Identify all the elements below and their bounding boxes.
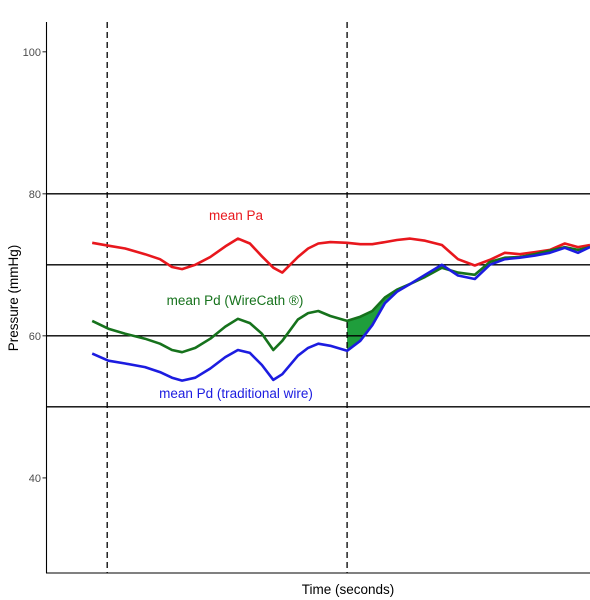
axes: 40 60 80 100 bbox=[23, 22, 590, 574]
y-tick-label: 60 bbox=[29, 331, 41, 343]
series-lines bbox=[91, 237, 590, 382]
y-tick-label: 40 bbox=[29, 473, 41, 485]
series-label-mean-pd-wirecath: mean Pd (WireCath ®) bbox=[167, 293, 304, 308]
shaded-region-layer bbox=[347, 284, 411, 351]
y-tick-label: 80 bbox=[29, 189, 41, 201]
shaded-difference-area bbox=[347, 284, 411, 351]
series-line-mean-pd-wirecath bbox=[91, 245, 590, 354]
series-labels: mean Pa mean Pd (WireCath ®) mean Pd (trad… bbox=[159, 208, 313, 401]
y-axis-title: Pressure (mmHg) bbox=[6, 245, 21, 352]
series-line-mean-pd-traditional-wire bbox=[91, 245, 590, 382]
y-tick-label: 100 bbox=[23, 47, 41, 59]
series-label-mean-pd-traditional-wire: mean Pd (traditional wire) bbox=[159, 386, 313, 401]
series-label-mean-pa: mean Pa bbox=[209, 208, 264, 223]
series-line-mean-pa bbox=[91, 237, 590, 274]
reference-lines bbox=[46, 22, 590, 573]
x-axis-title: Time (seconds) bbox=[302, 582, 395, 597]
